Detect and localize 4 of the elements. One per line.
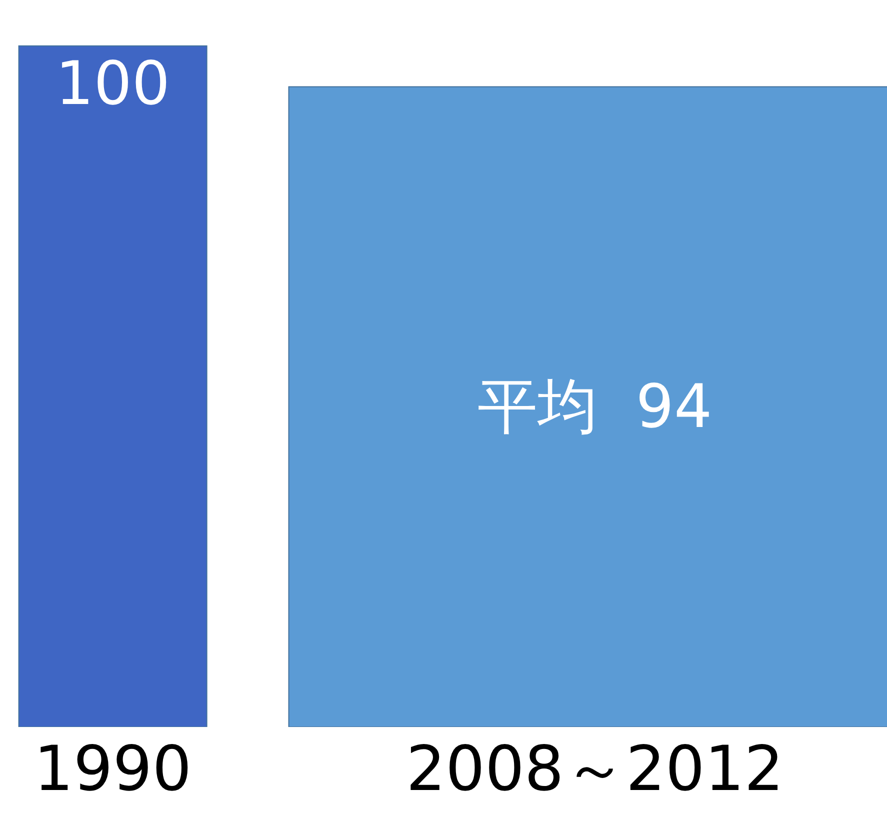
data-label: 100 [56,48,170,119]
data-label: 平均 94 [478,372,712,442]
x-tick-label: 2008～2012 [406,732,784,805]
x-tick-label: 1990 [34,732,192,805]
